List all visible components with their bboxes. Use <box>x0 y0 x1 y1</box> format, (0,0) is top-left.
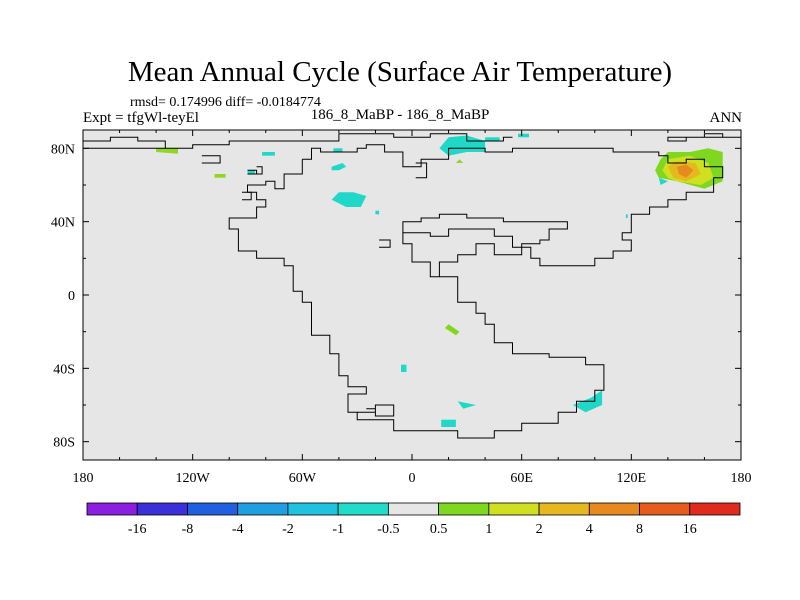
x-tick-label: 120E <box>617 471 647 486</box>
anomaly-arctic-mid-2 <box>214 174 226 178</box>
colorbar-label: -0.5 <box>377 522 399 537</box>
anomaly-south-2 <box>401 364 407 372</box>
coastline-isle-3 <box>242 191 252 201</box>
anomaly-north-4 <box>375 210 380 215</box>
x-tick-label: 180 <box>73 471 94 486</box>
colorbar-swatch-7 <box>438 502 490 516</box>
anomaly-arctic-east <box>156 148 178 154</box>
coastline-north-arctic-rim <box>83 136 166 149</box>
case-label: 186_8_MaBP - 186_8_MaBP <box>310 107 490 123</box>
anomaly-north-3 <box>331 192 367 207</box>
colorbar-label: -1 <box>332 522 344 537</box>
colorbar-swatch-1 <box>136 502 188 516</box>
rmsd-diff-stats: rmsd= 0.174996 diff= -0.0184774 <box>130 95 321 110</box>
coastline-inner-sea <box>402 213 568 277</box>
colorbar-swatch-6 <box>387 502 440 516</box>
colorbar-label: 8 <box>636 522 643 537</box>
chart-title: Mean Annual Cycle (Surface Air Temperatu… <box>127 56 673 88</box>
y-tick-label: 0 <box>68 289 75 304</box>
y-tick-label: 80N <box>51 142 75 157</box>
coastline-north-coast-line <box>165 133 513 149</box>
x-tick-label: 0 <box>409 471 416 486</box>
anomaly-north-2 <box>333 148 343 152</box>
anomaly-south-1 <box>444 324 460 336</box>
colorbar-label: 0.5 <box>430 522 448 537</box>
coastline-east-arctic-rim <box>667 133 741 142</box>
colorbar-label: -4 <box>232 522 244 537</box>
anomaly-south-4 <box>441 419 456 427</box>
coastline-supercontinent <box>228 144 724 439</box>
colorbar-swatch-0 <box>86 502 138 516</box>
y-tick-label: 80S <box>53 436 75 451</box>
coastline-isle-5 <box>415 162 428 179</box>
colorbar-label: -2 <box>282 522 294 537</box>
colorbar-label: -8 <box>182 522 194 537</box>
x-tick-label: 120W <box>176 471 211 486</box>
anomaly-hot-core <box>677 164 694 178</box>
anomaly-south-3 <box>457 401 476 409</box>
colorbar-swatch-2 <box>187 502 239 516</box>
anomaly-arctic-mid-3 <box>247 170 255 174</box>
y-tick-label: 40N <box>51 216 75 231</box>
anomaly-pole-cap-3 <box>485 137 500 141</box>
coastline-isle-1 <box>201 155 221 164</box>
y-tick-label: 40S <box>53 362 75 377</box>
experiment-label: Expt = tfgWl-teyEl <box>83 110 199 126</box>
coastline-isle-4 <box>256 166 263 175</box>
colorbar-label: 4 <box>586 522 593 537</box>
anomaly-north-1 <box>331 163 347 171</box>
colorbar-swatch-8 <box>488 502 540 516</box>
colorbar-label: -16 <box>128 522 147 537</box>
anomaly-east-1 <box>625 214 628 218</box>
colorbar-swatch-11 <box>639 502 691 516</box>
anomaly-hot-cyan <box>658 177 668 185</box>
colorbar-label: 1 <box>485 522 492 537</box>
x-tick-label: 60E <box>510 471 533 486</box>
colorbar-swatch-5 <box>337 502 389 516</box>
colorbar-swatch-10 <box>588 502 640 516</box>
colorbar-swatch-3 <box>237 502 289 516</box>
anomaly-arctic-mid-1 <box>262 152 275 156</box>
colorbar-label: 16 <box>683 522 697 537</box>
colorbar-swatch-12 <box>689 502 741 516</box>
coastline-southern-loop <box>357 404 395 417</box>
map-background <box>83 130 741 460</box>
coastline-isle-2 <box>247 169 258 175</box>
coastline-isle-6 <box>379 239 391 248</box>
x-tick-label: 180 <box>731 471 752 486</box>
colorbar-label: 2 <box>536 522 543 537</box>
colorbar-swatch-9 <box>538 502 590 516</box>
anomaly-pole-cap-2 <box>455 159 464 163</box>
season-label: ANN <box>709 110 743 126</box>
anomaly-pole-cap-4 <box>518 133 529 138</box>
x-tick-label: 60W <box>289 471 317 486</box>
colorbar-swatch-4 <box>287 502 339 516</box>
